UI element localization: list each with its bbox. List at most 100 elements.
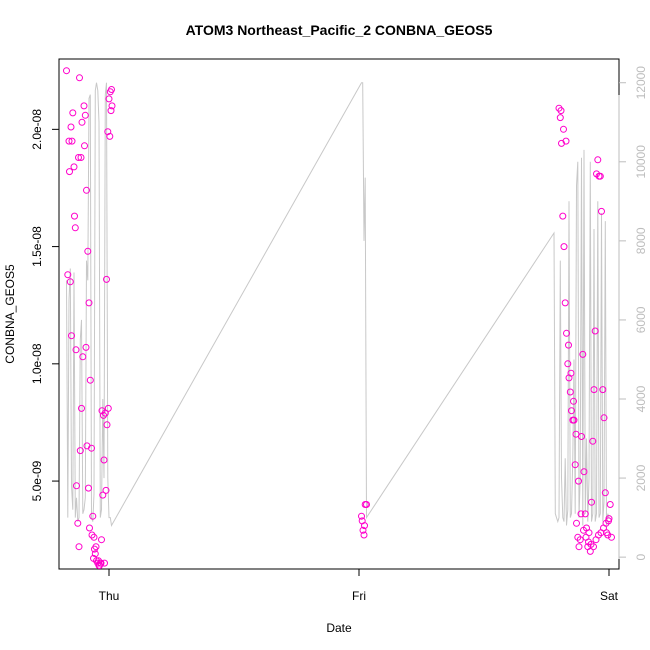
data-point: [102, 486, 110, 494]
data-point: [567, 369, 575, 377]
data-point: [604, 531, 612, 539]
data-point: [97, 559, 105, 567]
data-point: [100, 411, 107, 419]
data-point: [556, 114, 564, 122]
data-point: [568, 407, 575, 415]
concentration-point-layer: [63, 67, 615, 569]
data-point: [577, 510, 585, 518]
data-point: [599, 386, 607, 394]
data-point: [86, 524, 93, 532]
data-point: [69, 109, 77, 117]
data-point: [100, 456, 108, 464]
data-point: [581, 510, 589, 518]
y-tick-label: 2.0e-08: [30, 109, 44, 150]
data-point: [358, 512, 365, 520]
data-point: [66, 168, 73, 176]
data-point: [70, 163, 78, 171]
data-point: [562, 137, 570, 145]
x-tick-label: Fri: [352, 589, 366, 603]
data-point: [588, 498, 595, 506]
data-point: [85, 484, 92, 492]
data-point: [64, 271, 72, 279]
data-point: [363, 501, 370, 508]
data-point: [563, 329, 570, 337]
data-point: [586, 547, 594, 555]
x-tick-label: Sat: [600, 589, 619, 603]
data-point: [557, 107, 565, 115]
data-point: [84, 247, 92, 255]
data-point: [359, 526, 367, 534]
data-point: [88, 531, 96, 539]
data-point: [103, 275, 110, 283]
data-point: [598, 207, 605, 215]
x-axis-label: Date: [326, 621, 352, 635]
y-tick-label: 1.5e-08: [30, 226, 44, 267]
y2-tick-label: 10000: [634, 145, 648, 179]
data-point: [564, 360, 572, 368]
data-point: [570, 397, 577, 405]
data-point: [559, 212, 567, 220]
data-point: [101, 559, 108, 567]
data-point: [78, 118, 86, 126]
data-point: [82, 343, 90, 351]
data-point: [600, 414, 608, 422]
data-point: [98, 536, 105, 544]
data-point: [105, 95, 113, 103]
data-point: [608, 533, 615, 541]
data-point: [71, 224, 79, 232]
chart-title: ATOM3 Northeast_Pacific_2 CONBNA_GEOS5: [186, 22, 493, 38]
y-tick-label: 1.0e-08: [30, 343, 44, 384]
data-point: [107, 107, 115, 115]
data-point: [108, 102, 116, 110]
data-point: [81, 111, 89, 119]
y2-tick-label: 6000: [634, 306, 648, 333]
data-point: [104, 128, 112, 136]
data-point: [67, 123, 75, 131]
data-point: [575, 543, 583, 551]
data-point: [590, 386, 598, 394]
data-point: [92, 543, 100, 551]
data-point: [83, 186, 90, 194]
y2-tick-label: 12000: [634, 66, 648, 100]
x-tick-label: Thu: [99, 589, 120, 603]
y-axis-label: CONBNA_GEOS5: [3, 264, 17, 364]
data-point: [104, 404, 112, 412]
data-point: [596, 172, 604, 180]
data-point: [566, 388, 574, 396]
data-point: [73, 482, 80, 490]
data-point: [575, 477, 582, 485]
data-point: [79, 353, 87, 361]
x-axis: Thu Fri Sat: [99, 568, 619, 603]
data-point: [594, 156, 602, 164]
data-point: [565, 341, 572, 349]
data-point: [90, 533, 98, 541]
data-point: [560, 243, 568, 251]
altitude-line-layer: [66, 82, 610, 528]
y2-tick-label: 8000: [634, 227, 648, 254]
data-point: [579, 350, 587, 358]
data-point: [75, 543, 83, 551]
data-point: [601, 489, 609, 497]
data-point: [81, 142, 88, 150]
data-point: [66, 278, 74, 286]
y2-axis: 0 2000 4000 6000 8000 10000 12000: [618, 66, 648, 560]
data-point: [571, 461, 579, 469]
y-tick-label: 5.0e-09: [30, 460, 44, 501]
data-point: [580, 468, 588, 476]
data-point: [72, 346, 80, 354]
data-point: [106, 132, 114, 140]
data-point: [99, 491, 107, 499]
data-point: [574, 533, 582, 541]
data-point: [580, 526, 587, 534]
data-point: [85, 299, 93, 307]
y2-tick-label: 2000: [634, 464, 648, 491]
data-point: [98, 407, 106, 415]
y-axis: 5.0e-09 1.0e-08 1.5e-08 2.0e-08: [30, 109, 60, 501]
data-point: [68, 332, 75, 340]
data-point: [360, 531, 368, 539]
data-point: [565, 374, 573, 382]
data-point: [78, 404, 85, 412]
y2-tick-label: 0: [634, 553, 648, 560]
y2-tick-label: 4000: [634, 385, 648, 412]
